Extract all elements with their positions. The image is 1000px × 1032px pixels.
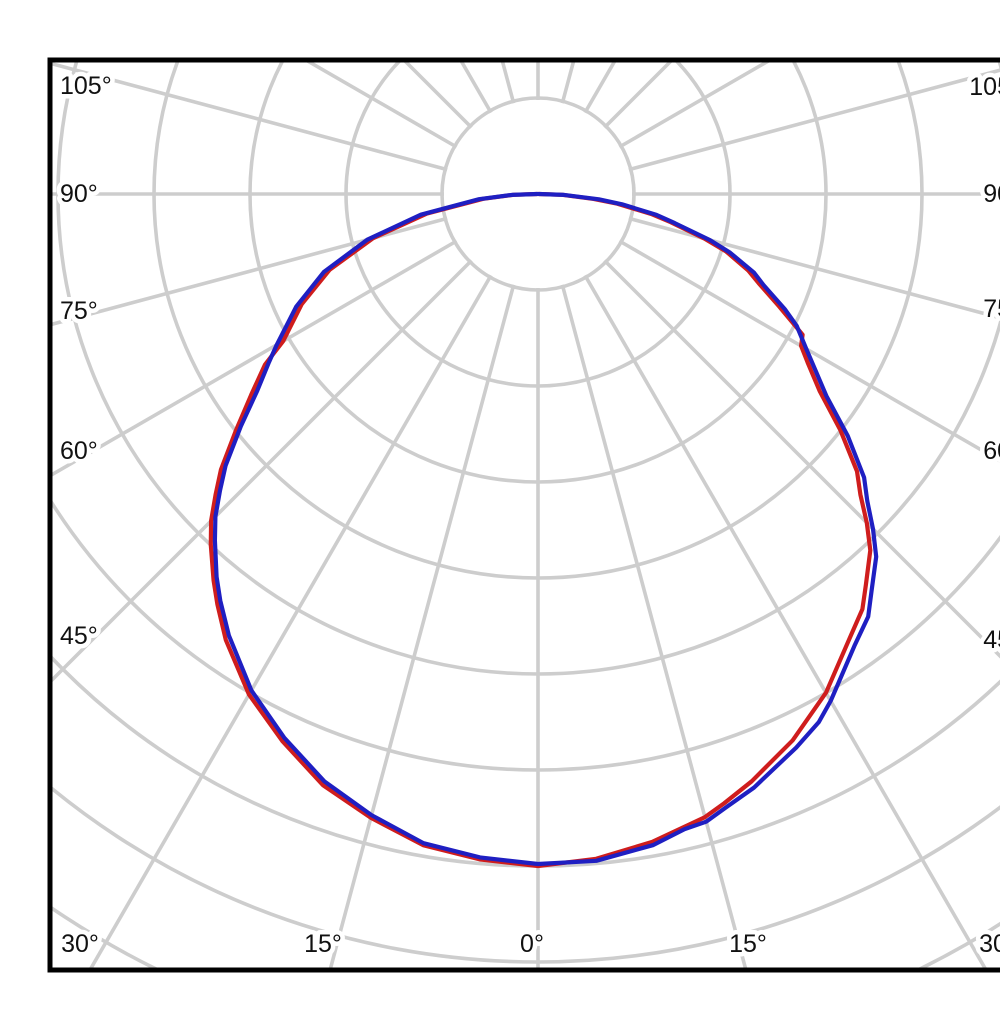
grid-radial-line [603,259,1000,659]
angle-tick-label: 45° [983,626,1000,654]
angle-tick-label: 45° [60,622,98,650]
angle-tick-label: 0° [520,930,544,958]
page-background [40,16,1000,1016]
angle-tick-label: 30° [979,930,1000,958]
photometric-polar-diagram: 105° 90° 75° 60° 45° 105° 90° 75° 60° 45° 30° 15° 0°… [40,16,1000,1016]
grid-radial-line [52,216,448,326]
angle-tick-label: 60° [60,437,98,465]
angle-tick-label: 15° [729,930,767,958]
grid-radial-line [52,62,448,172]
angle-tick-label: 30° [61,930,99,958]
angle-tick-label: 90° [983,180,1000,208]
angle-tick-label: 105° [969,73,1000,101]
angle-tick-label: 90° [60,180,98,208]
grid-radial-line [328,284,516,968]
grid-radial-line [628,216,1000,320]
red-intensity-curve [208,191,873,869]
angle-tick-label: 75° [60,297,98,325]
grid-radial-line [583,274,987,968]
plot-area [52,62,1000,968]
angle-tick-label: 15° [304,930,342,958]
grid-radial-line [89,274,493,968]
angle-tick-label: 105° [60,72,112,100]
angle-tick-label: 75° [983,295,1000,323]
blue-intensity-curve [212,191,879,867]
polar-chart-canvas: 105° 90° 75° 60° 45° 105° 90° 75° 60° 45° 30° 15° 0°… [40,16,1000,1016]
plot-frame [47,57,1000,973]
grid-radial-line [52,259,473,683]
angle-tick-label: 60° [983,437,1000,465]
grid-radial-line [560,284,748,968]
grid-radial-line [628,68,1000,172]
